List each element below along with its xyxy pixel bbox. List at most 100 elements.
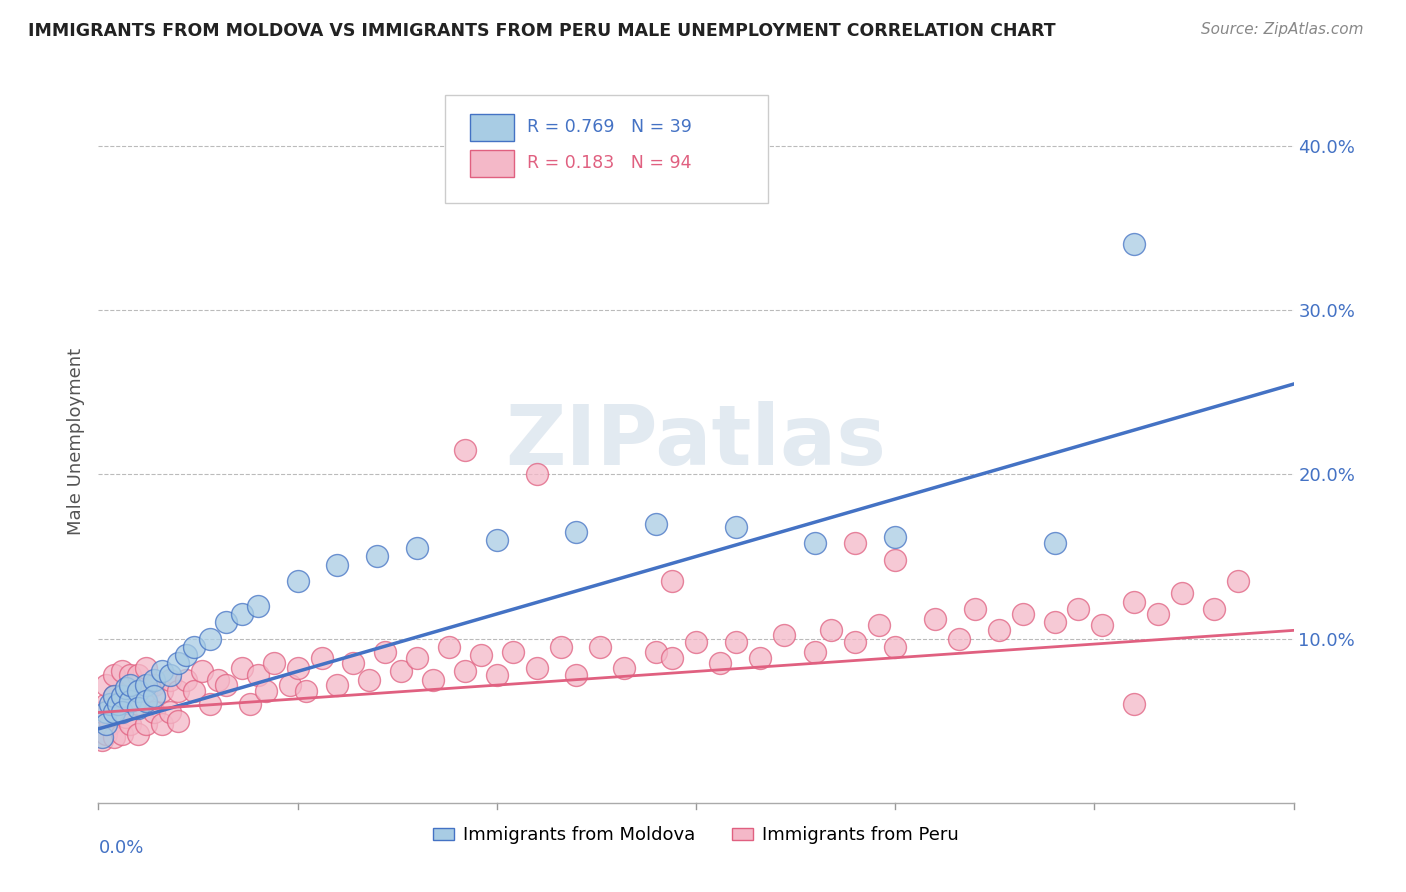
Point	[366, 549, 388, 564]
Point	[207, 673, 229, 687]
Point	[772, 628, 794, 642]
Point	[374, 645, 396, 659]
Point	[215, 615, 238, 630]
Point	[127, 698, 149, 712]
Legend: Immigrants from Moldova, Immigrants from Peru: Immigrants from Moldova, Immigrants from…	[426, 819, 966, 852]
Point	[246, 667, 269, 681]
FancyBboxPatch shape	[470, 150, 515, 178]
Point	[884, 530, 907, 544]
Point	[485, 533, 508, 547]
Point	[103, 689, 125, 703]
Point	[135, 717, 157, 731]
Point	[526, 661, 548, 675]
Point	[661, 651, 683, 665]
Point	[150, 665, 173, 679]
Point	[103, 667, 125, 681]
Point	[103, 689, 125, 703]
Point	[645, 645, 668, 659]
Text: R = 0.769   N = 39: R = 0.769 N = 39	[527, 119, 692, 136]
Point	[91, 730, 114, 744]
Point	[96, 698, 118, 712]
Point	[96, 717, 118, 731]
Point	[215, 677, 238, 691]
Point	[115, 681, 138, 695]
Point	[724, 520, 747, 534]
Point	[1043, 536, 1066, 550]
Y-axis label: Male Unemployment: Male Unemployment	[66, 348, 84, 535]
Point	[470, 648, 492, 662]
Point	[111, 694, 134, 708]
Point	[111, 665, 134, 679]
Point	[198, 632, 221, 646]
Point	[924, 612, 946, 626]
Point	[326, 558, 349, 572]
Point	[103, 706, 125, 720]
Point	[183, 640, 205, 654]
Point	[103, 730, 125, 744]
Point	[167, 684, 190, 698]
Text: Source: ZipAtlas.com: Source: ZipAtlas.com	[1201, 22, 1364, 37]
Point	[96, 727, 118, 741]
Point	[191, 665, 214, 679]
Text: R = 0.183   N = 94: R = 0.183 N = 94	[527, 154, 692, 172]
Point	[589, 640, 612, 654]
FancyBboxPatch shape	[446, 95, 768, 203]
Point	[143, 677, 166, 691]
Point	[311, 651, 333, 665]
Point	[135, 684, 157, 698]
Point	[565, 667, 588, 681]
Point	[135, 694, 157, 708]
Point	[231, 607, 253, 621]
Point	[1123, 698, 1146, 712]
Point	[1123, 595, 1146, 609]
Point	[120, 684, 142, 698]
Point	[526, 467, 548, 482]
Point	[1147, 607, 1170, 621]
Point	[948, 632, 970, 646]
Point	[884, 640, 907, 654]
Point	[1091, 618, 1114, 632]
Point	[422, 673, 444, 687]
Point	[127, 727, 149, 741]
Point	[120, 667, 142, 681]
Point	[174, 648, 197, 662]
Point	[844, 536, 866, 550]
Point	[1123, 237, 1146, 252]
Point	[107, 698, 129, 712]
Point	[278, 677, 301, 691]
Point	[565, 524, 588, 539]
Point	[183, 684, 205, 698]
Point	[804, 645, 827, 659]
Point	[820, 624, 842, 638]
Point	[135, 661, 157, 675]
Point	[150, 717, 173, 731]
Point	[287, 661, 309, 675]
Point	[359, 673, 381, 687]
Point	[485, 667, 508, 681]
Point	[437, 640, 460, 654]
Point	[239, 698, 262, 712]
Point	[91, 733, 114, 747]
Point	[91, 706, 114, 720]
Point	[231, 661, 253, 675]
Point	[724, 635, 747, 649]
Point	[111, 689, 134, 703]
Point	[342, 657, 364, 671]
Point	[963, 602, 986, 616]
Point	[613, 661, 636, 675]
Point	[868, 618, 890, 632]
Point	[143, 689, 166, 703]
Point	[111, 706, 134, 720]
Point	[167, 714, 190, 728]
Point	[1171, 585, 1194, 599]
Point	[98, 717, 122, 731]
Point	[1043, 615, 1066, 630]
Point	[167, 657, 190, 671]
Point	[127, 684, 149, 698]
Point	[987, 624, 1010, 638]
Point	[107, 706, 129, 720]
Point	[246, 599, 269, 613]
Point	[685, 635, 707, 649]
Point	[748, 651, 770, 665]
Point	[661, 574, 683, 588]
